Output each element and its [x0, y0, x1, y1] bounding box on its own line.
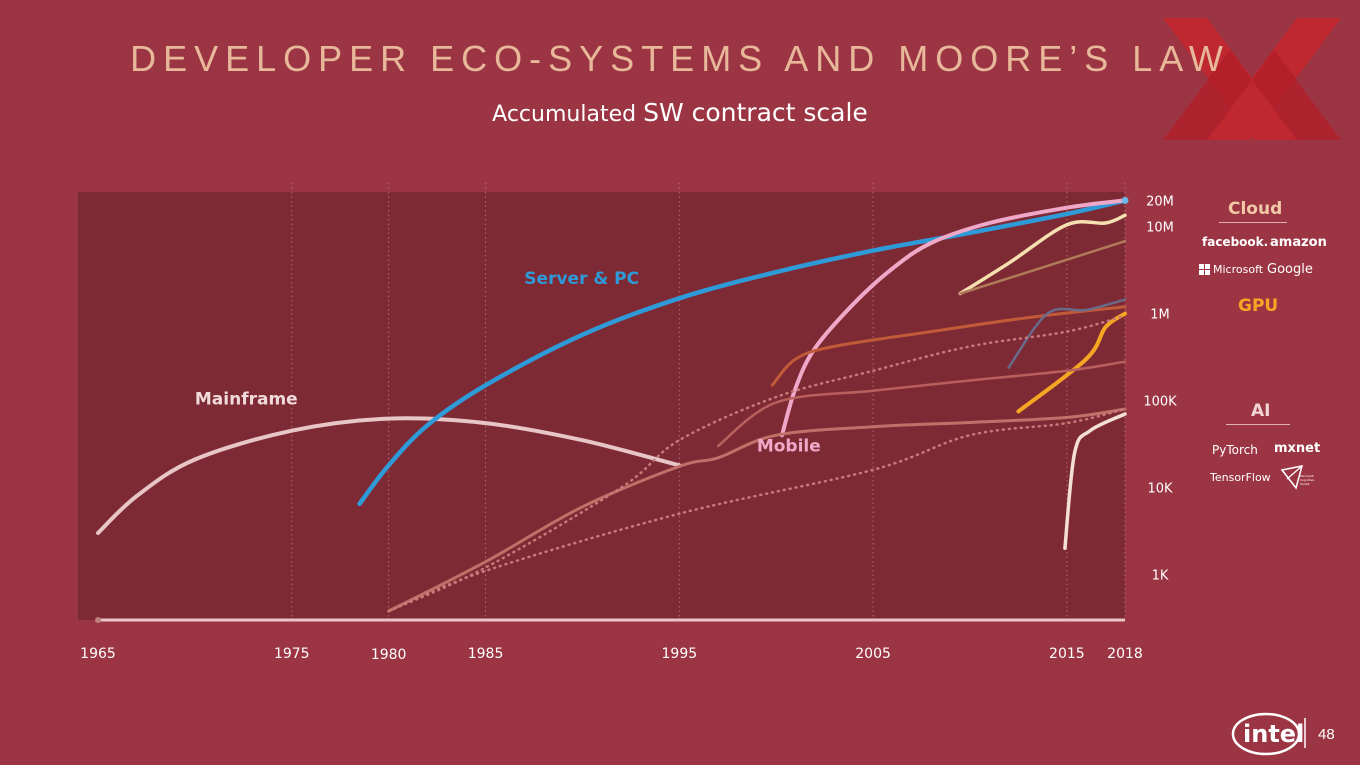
x-tick-label: 1975 — [274, 646, 310, 662]
xx-logo-mark — [1163, 18, 1341, 140]
x-tick-label: 1985 — [468, 646, 504, 662]
subtitle-big: SW contract scale — [643, 98, 868, 127]
series-line-1 — [357, 198, 1128, 507]
slide-title: DEVELOPER ECO-SYSTEMS AND MOORE’S LAW — [130, 38, 1230, 79]
plot-area — [78, 192, 1125, 620]
tensorflow-logo: TensorFlow — [1210, 471, 1271, 484]
series-line-9 — [716, 360, 1127, 448]
x-axis-line — [95, 617, 1125, 623]
intel-logo-icon — [1231, 712, 1306, 756]
intel-logo: intel — [1243, 720, 1305, 748]
series-line-3 — [958, 213, 1127, 296]
series-endpoint-dot — [1121, 196, 1129, 204]
axis-origin-dot — [95, 617, 101, 623]
annotation-label: Mobile — [757, 436, 821, 456]
series-line-0 — [96, 416, 682, 535]
y-tick-labels: 1K 10K 100K 1M 10M 20M — [1143, 194, 1177, 583]
y-tick-label: 10K — [1147, 482, 1173, 497]
google-logo: Google — [1267, 262, 1313, 277]
microsoft-logo-icon — [1199, 264, 1210, 275]
facebook-logo: facebook. — [1202, 235, 1269, 249]
gridlines — [291, 183, 1126, 620]
series-line-5 — [1063, 412, 1127, 551]
y-tick-label: 100K — [1143, 395, 1177, 410]
amazon-logo: amazon — [1270, 235, 1327, 250]
ai-rule — [1226, 424, 1290, 425]
y-tick-label: 1M — [1150, 308, 1170, 323]
x-tick-label: 1965 — [80, 646, 116, 662]
y-tick-label: 20M — [1146, 194, 1174, 209]
x-tick-label: 1980 — [371, 647, 407, 663]
series-line-2 — [780, 198, 1127, 438]
microsoft-logo: Microsoft — [1213, 263, 1264, 276]
series-line-11 — [387, 314, 1127, 613]
series-line-10 — [387, 407, 1127, 613]
x-tick-label: 1995 — [662, 646, 698, 662]
cognitive-toolkit-icon — [1280, 465, 1304, 490]
annotations: Mainframe Server & PC Mobile — [195, 269, 821, 457]
series-layer — [96, 196, 1129, 613]
series-line-8 — [1007, 298, 1127, 369]
cognitive-toolkit-logo: Microsoft Cognitive Toolkit — [1300, 474, 1315, 486]
x-tick-labels: 1965 1975 1980 1985 1995 2005 2015 2018 — [80, 646, 1143, 663]
series-line-12 — [387, 407, 1127, 613]
y-tick-label: 1K — [1152, 569, 1169, 584]
subtitle-small: Accumulated — [492, 102, 637, 127]
annotation-label: Server & PC — [524, 269, 639, 289]
x-tick-label: 2018 — [1107, 646, 1143, 662]
series-line-7 — [959, 239, 1127, 295]
chart-subtitle: Accumulated SW contract scale — [330, 98, 1030, 127]
x-tick-label: 2015 — [1049, 646, 1085, 662]
cloud-label: Cloud — [1228, 199, 1283, 219]
gpu-label: GPU — [1238, 296, 1279, 316]
x-tick-label: 2005 — [855, 646, 891, 662]
mxnet-logo: mxnet — [1274, 441, 1321, 456]
cloud-rule — [1219, 222, 1287, 223]
y-tick-label: 10M — [1146, 221, 1174, 236]
annotation-label: Mainframe — [195, 390, 298, 410]
ai-label: AI — [1251, 401, 1271, 421]
pytorch-logo: PyTorch — [1212, 443, 1258, 457]
page-number: 48 — [1318, 726, 1335, 743]
